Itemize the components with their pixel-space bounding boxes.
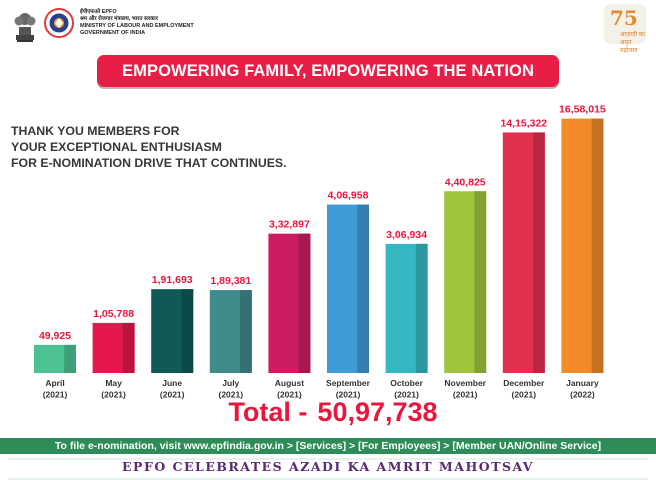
bar-shade <box>415 243 428 373</box>
banner: EMPOWERING FAMILY, EMPOWERING THE NATION <box>97 55 559 87</box>
org-title: ईपीएफओ EPFO श्रम और रोजगार मंत्रालय, भार… <box>80 9 194 37</box>
instructions-text: To file e-nomination, visit www.epfindia… <box>54 440 602 452</box>
data-label: 3,32,897 <box>269 219 310 231</box>
amrit-logo-number: 75 <box>610 6 638 30</box>
category-label: June <box>162 378 182 388</box>
category-label: (2021) <box>512 390 537 400</box>
bar-shade <box>591 118 604 373</box>
bar-shade <box>64 344 76 373</box>
data-label: 1,89,381 <box>210 275 251 287</box>
bar-shade <box>357 204 369 373</box>
data-label: 3,06,934 <box>386 229 427 241</box>
category-label: (2021) <box>101 390 126 400</box>
total: Total - 50,97,738 <box>0 397 656 428</box>
category-label: April <box>45 378 64 388</box>
bar-shade <box>474 191 487 373</box>
data-label: 4,40,825 <box>445 176 486 188</box>
category-label: July <box>222 378 239 388</box>
azadi-ka-amrit-mahotsav-logo: 75 आज़ादी का अमृत महोत्सव <box>604 4 646 54</box>
category-label: August <box>275 378 304 388</box>
data-label: 1,91,693 <box>152 274 193 286</box>
instructions-strip: To file e-nomination, visit www.epfindia… <box>0 438 656 454</box>
category-label: May <box>105 378 122 388</box>
data-label: 49,925 <box>39 330 71 342</box>
celebrates-text: EPFO CELEBRATES AZADI KA AMRIT MAHOTSAV <box>122 459 534 474</box>
org-line-2: श्रम और रोजगार मंत्रालय, भारत सरकार <box>80 16 158 22</box>
bar-shade <box>181 289 194 373</box>
thanks-line-3: FOR E-NOMINATION DRIVE THAT CONTINUES. <box>11 156 287 170</box>
amrit-logo-text: आज़ादी का अमृत महोत्सव <box>620 31 645 54</box>
national-emblem-icon <box>14 13 36 42</box>
bar-shade <box>298 233 311 373</box>
category-label: (2021) <box>219 390 244 400</box>
category-label: (2021) <box>160 390 185 400</box>
data-label: 4,06,958 <box>328 190 369 202</box>
bar-shade <box>122 322 135 373</box>
category-label: (2021) <box>453 390 478 400</box>
category-label: (2022) <box>570 390 595 400</box>
org-line-4: GOVERNMENT OF INDIA <box>80 30 146 36</box>
data-label: 16,58,015 <box>559 104 606 116</box>
bar-shade <box>533 132 545 373</box>
category-label: (2021) <box>43 390 68 400</box>
category-label: September <box>326 378 371 388</box>
celebrates-strip: EPFO CELEBRATES AZADI KA AMRIT MAHOTSAV <box>0 454 656 480</box>
category-label: (2021) <box>277 390 302 400</box>
category-label: October <box>390 378 423 388</box>
category-label: (2021) <box>336 390 361 400</box>
data-label: 1,05,788 <box>93 308 134 320</box>
org-line-3: MINISTRY OF LABOUR AND EMPLOYMENT <box>80 23 194 29</box>
category-label: December <box>503 378 545 388</box>
org-line-1: ईपीएफओ EPFO <box>80 9 117 15</box>
category-label: January <box>566 378 599 388</box>
category-label: (2021) <box>394 390 419 400</box>
thanks-line-1: THANK YOU MEMBERS FOR <box>11 124 180 138</box>
data-label: 14,15,322 <box>500 117 547 129</box>
epfo-logo-icon <box>44 8 74 38</box>
thanks-line-2: YOUR EXCEPTIONAL ENTHUSIASM <box>11 140 222 154</box>
category-label: November <box>444 378 486 388</box>
banner-text: EMPOWERING FAMILY, EMPOWERING THE NATION <box>122 62 534 80</box>
celebrates-border <box>8 458 648 480</box>
bar-shade <box>240 290 252 373</box>
thank-you-message: THANK YOU MEMBERS FOR YOUR EXCEPTIONAL E… <box>11 123 287 171</box>
total-label: Total - <box>228 397 308 427</box>
header: ईपीएफओ EPFO श्रम और रोजगार मंत्रालय, भार… <box>0 0 656 54</box>
total-value: 50,97,738 <box>317 397 438 427</box>
